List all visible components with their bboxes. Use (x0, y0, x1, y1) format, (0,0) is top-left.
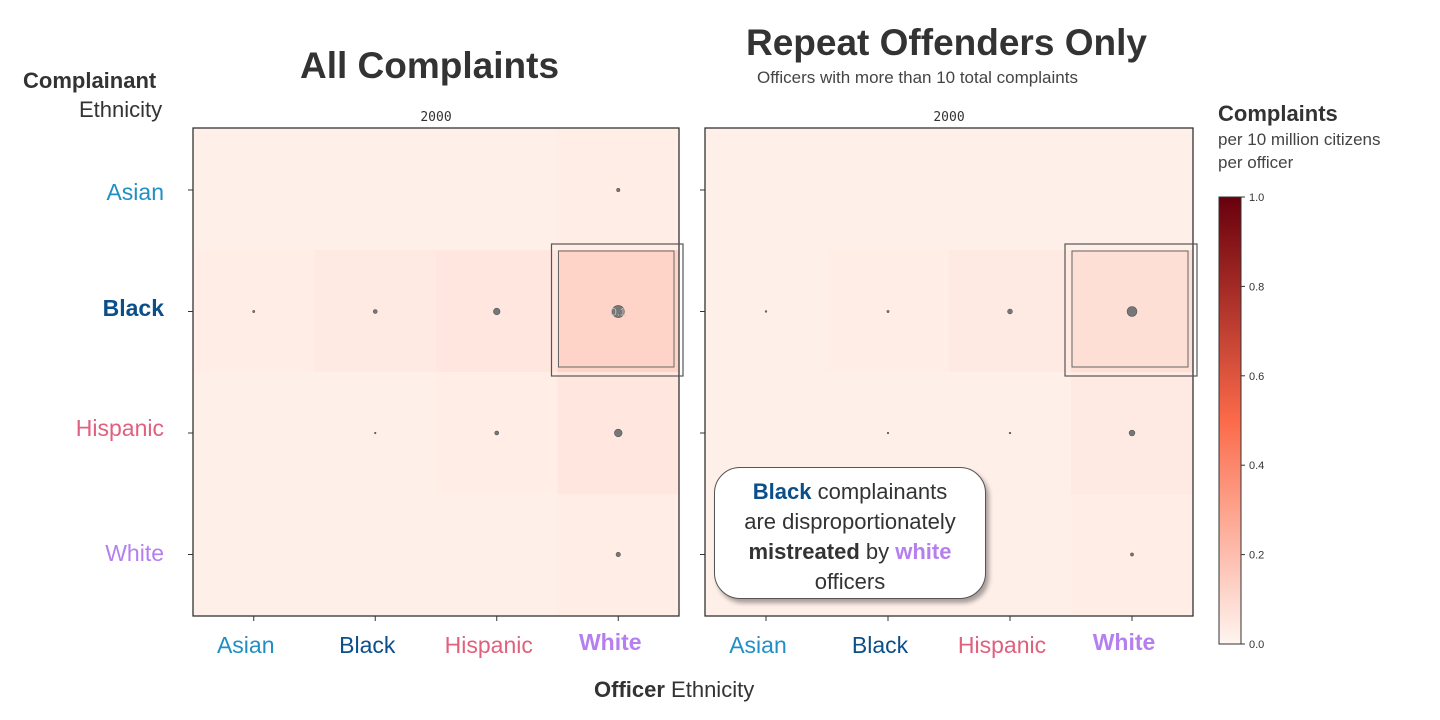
annotation-text-2: are disproportionately (744, 509, 956, 534)
bubble-1-hispanic-white (1128, 429, 1136, 437)
heatmap-cell-0-asian-asian (193, 128, 315, 251)
bubble-1-white-white (1130, 552, 1134, 557)
left-chart-title: All Complaints (300, 45, 560, 86)
x-tick-label-0-hispanic: Hispanic (445, 632, 533, 658)
x-tick-label-1-hispanic: Hispanic (958, 632, 1046, 658)
annotation-black-word: Black (752, 479, 812, 504)
bubble-0-black-white (611, 305, 625, 318)
highlight-inner-0 (558, 250, 675, 368)
y-tick-label-black: Black (103, 295, 165, 321)
heatmap-cell-0-asian-hispanic (436, 128, 558, 251)
bubble-1-black-asian (764, 310, 768, 313)
heatmap-cell-1-asian-black (827, 128, 950, 251)
frame-label-0: 2000 (420, 110, 451, 125)
heatmap-cell-0-white-hispanic (436, 494, 558, 617)
annotation-callout: Black complainants are disproportionatel… (714, 467, 986, 599)
highlight-value-label: 0.1 (611, 306, 626, 318)
plot-frame-1 (704, 127, 1194, 617)
bubble-0-black-asian (252, 310, 256, 313)
annotation-mistreated-word: mistreated (748, 539, 860, 564)
x-axis-title-bold: Officer (594, 677, 665, 702)
bubble-1-black-hispanic (1007, 308, 1013, 315)
bubble-0-asian-white (616, 188, 621, 192)
bubble-0-black-black (372, 309, 378, 314)
annotation-text-4: officers (814, 569, 886, 594)
frame-label-1: 2000 (933, 110, 964, 125)
x-tick-label-0-white: White (579, 629, 642, 655)
colorbar-tick-label-4: 0.8 (1249, 281, 1264, 293)
highlight-outer-1 (1064, 243, 1198, 377)
right-chart-title: Repeat Offenders Only (746, 22, 1147, 63)
x-axis-title: Officer Ethnicity (594, 677, 754, 703)
plot-frame-0 (192, 127, 680, 617)
colorbar-subtitle-line1: per 10 million citizens (1218, 130, 1381, 149)
colorbar-tick-label-3: 0.6 (1249, 371, 1264, 383)
bubble-1-black-white (1126, 306, 1138, 317)
y-tick-label-asian: Asian (106, 179, 164, 205)
colorbar-tick-label-1: 0.2 (1249, 550, 1264, 562)
x-tick-label-1-white: White (1093, 629, 1156, 655)
highlight-outer-0 (550, 243, 684, 377)
bubble-0-black-hispanic (493, 307, 501, 316)
bubble-1-hispanic-black (886, 431, 890, 435)
x-tick-label-1-black: Black (852, 632, 909, 658)
heatmap-cell-0-hispanic-asian (193, 372, 315, 495)
colorbar-tick-label-2: 0.4 (1249, 460, 1264, 472)
x-tick-label-0-asian: Asian (217, 632, 275, 658)
y-tick-label-hispanic: Hispanic (76, 415, 164, 441)
y-axis-title-regular: Ethnicity (79, 97, 163, 122)
bubble-1-hispanic-hispanic (1008, 431, 1012, 435)
x-tick-label-1-asian: Asian (729, 632, 787, 658)
heatmap-cell-0-white-asian (193, 494, 315, 617)
highlight-inner-1 (1071, 250, 1189, 368)
annotation-text-3: by (859, 539, 896, 564)
colorbar-tick-label-5: 1.0 (1249, 192, 1264, 204)
bubble-0-hispanic-black (374, 431, 377, 435)
colorbar-gradient (1218, 196, 1242, 645)
annotation-text-1: complainants (811, 479, 948, 504)
bubble-1-black-black (886, 310, 890, 313)
heatmap-cell-1-asian-hispanic (949, 128, 1072, 251)
right-chart-subtitle: Officers with more than 10 total complai… (757, 68, 1078, 87)
colorbar-title: Complaints (1218, 101, 1338, 126)
colorbar-tick-label-0: 0.0 (1249, 639, 1264, 651)
y-tick-label-white: White (105, 540, 164, 566)
x-tick-label-0-black: Black (339, 632, 396, 658)
annotation-white-word: white (895, 539, 952, 564)
colorbar-subtitle-line2: per officer (1218, 153, 1294, 172)
y-axis-title-bold: Complainant (23, 68, 157, 93)
bubble-0-white-white (615, 552, 621, 558)
bubble-0-hispanic-white (614, 428, 623, 438)
x-axis-title-regular: Ethnicity (671, 677, 755, 702)
heatmap-cell-0-asian-black (314, 128, 437, 251)
heatmap-cell-1-asian-asian (705, 128, 828, 251)
heatmap-cell-0-white-black (314, 494, 437, 617)
bubble-0-hispanic-hispanic (494, 430, 500, 436)
heatmap-cell-1-asian-white (1071, 128, 1194, 251)
